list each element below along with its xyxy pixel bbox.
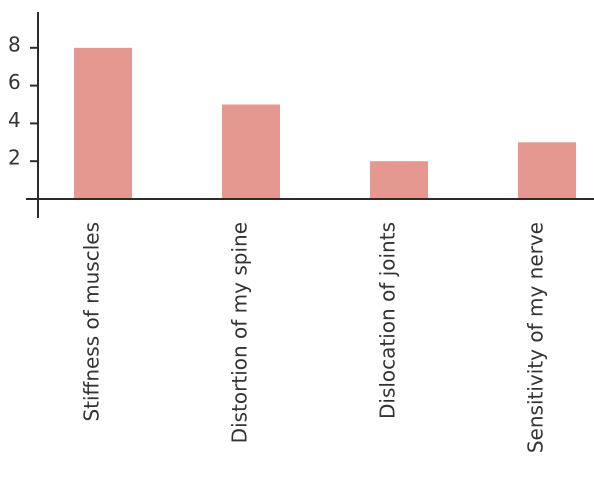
bars [74, 47, 576, 199]
y-tick-label: 2 [8, 146, 21, 170]
y-ticks: 2 4 6 8 [8, 32, 38, 170]
bar-3 [370, 161, 428, 199]
bar-2 [222, 104, 280, 199]
y-tick-label: 4 [8, 108, 21, 132]
x-tick-label: Stiffness of muscles [80, 222, 104, 422]
y-tick-label: 6 [8, 70, 21, 94]
x-tick-labels: Stiffness of muscles Distortion of my spi… [80, 222, 548, 453]
x-tick-label: Dislocation of joints [376, 222, 400, 419]
bar-1 [74, 47, 132, 199]
axes [26, 12, 594, 218]
y-tick-label: 8 [8, 32, 21, 56]
bar-4 [518, 142, 576, 199]
x-tick-label: Sensitivity of my nerve [524, 222, 548, 453]
x-tick-label: Distortion of my spine [228, 222, 252, 443]
